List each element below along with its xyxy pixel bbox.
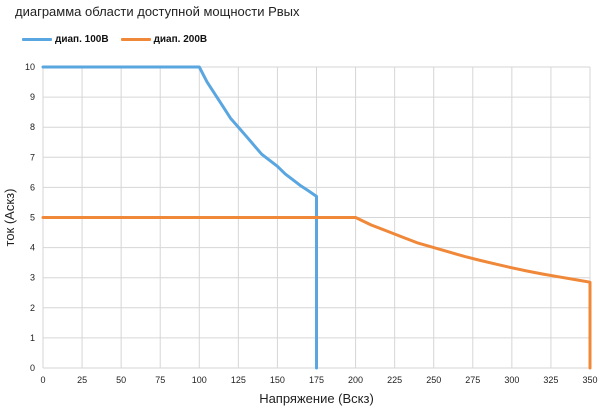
series-line-1 — [41, 216, 592, 370]
x-tick-label-11: 275 — [465, 375, 480, 385]
y-tick-label-4: 4 — [30, 243, 35, 253]
x-tick-label-8: 200 — [348, 375, 363, 385]
legend-swatch-200v — [120, 38, 151, 41]
chart-grid — [42, 66, 591, 369]
series-line-0 — [41, 65, 318, 370]
x-axis-label: Напряжение (Вскз) — [259, 391, 374, 406]
y-tick-label-2: 2 — [30, 303, 35, 313]
x-tick-label-13: 325 — [543, 375, 558, 385]
y-tick-labels: 0 1 2 3 4 5 6 7 8 9 10 — [25, 62, 35, 373]
x-tick-label-14: 350 — [582, 375, 597, 385]
y-tick-label-9: 9 — [30, 92, 35, 102]
chart-title: диаграмма области доступной мощности Рвы… — [15, 4, 300, 19]
x-tick-label-4: 100 — [192, 375, 207, 385]
x-tick-label-2: 50 — [116, 375, 126, 385]
y-tick-label-6: 6 — [30, 182, 35, 192]
legend-label-200v: диап. 200В — [153, 34, 208, 45]
x-tick-label-5: 125 — [231, 375, 246, 385]
x-tick-label-12: 300 — [504, 375, 519, 385]
x-tick-label-6: 150 — [270, 375, 285, 385]
chart-legend: диап. 100В диап. 200В — [22, 34, 207, 45]
x-tick-label-1: 25 — [77, 375, 87, 385]
y-tick-label-3: 3 — [30, 273, 35, 283]
legend-swatch-100v — [22, 38, 52, 41]
y-tick-label-8: 8 — [30, 122, 35, 132]
legend-item-100v: диап. 100В — [22, 34, 109, 45]
y-tick-label-5: 5 — [30, 213, 35, 223]
x-tick-label-7: 175 — [309, 375, 324, 385]
y-tick-label-10: 10 — [25, 62, 35, 72]
x-tick-label-3: 75 — [155, 375, 165, 385]
y-tick-label-0: 0 — [30, 363, 35, 373]
x-tick-label-9: 225 — [387, 375, 402, 385]
x-tick-labels: 0 25 50 75 100 125 150 175 200 225 250 275 300 325 350 — [40, 375, 597, 385]
x-tick-label-10: 250 — [426, 375, 441, 385]
series-lines — [41, 65, 592, 370]
legend-label-100v: диап. 100В — [55, 34, 109, 45]
y-tick-label-7: 7 — [30, 152, 35, 162]
x-tick-label-0: 0 — [40, 375, 45, 385]
y-axis-label: ток (Аскз) — [2, 189, 17, 247]
legend-item-200v: диап. 200В — [120, 34, 208, 45]
y-tick-label-1: 1 — [30, 333, 35, 343]
